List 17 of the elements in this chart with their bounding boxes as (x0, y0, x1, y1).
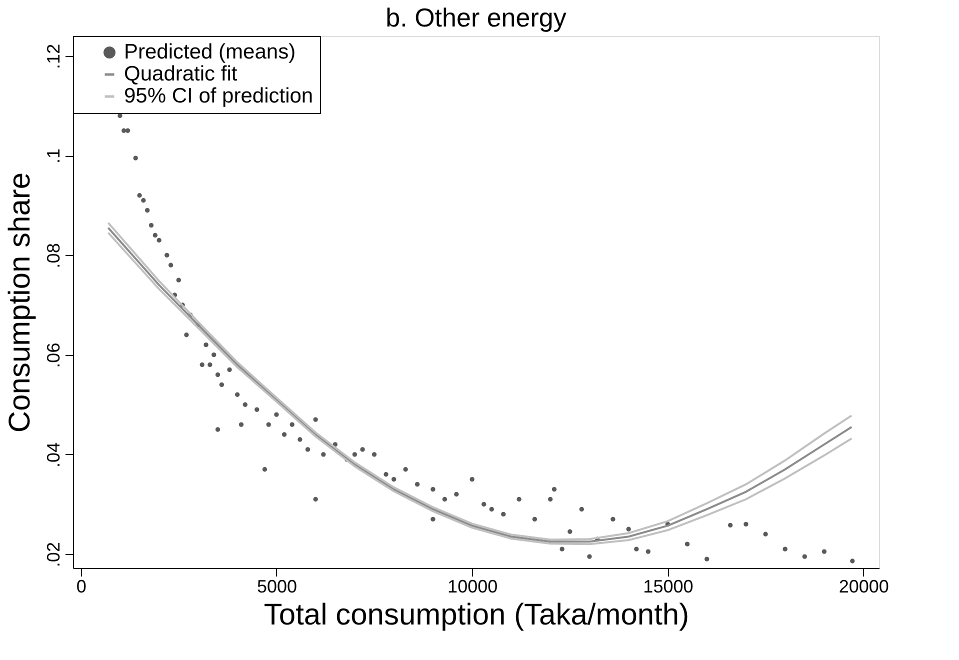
chart-title: b. Other energy (386, 2, 566, 32)
y-tick-label: .08 (44, 243, 64, 268)
y-tick-label: .1 (44, 148, 64, 164)
legend-label: Quadratic fit (124, 62, 238, 86)
y-tick-label: .06 (44, 342, 64, 368)
y-tick-label: .04 (44, 442, 64, 468)
x-tick-label: 0 (76, 576, 86, 596)
y-tick-label: .12 (44, 44, 64, 69)
x-tick-label: 15000 (643, 576, 694, 596)
y-axis-title: Consumption share (4, 172, 36, 433)
legend-label: 95% CI of prediction (124, 84, 314, 108)
x-tick-label: 20000 (838, 576, 889, 596)
x-tick-label: 5000 (256, 576, 297, 596)
x-tick-label: 10000 (448, 576, 498, 596)
legend-label: Predicted (means) (124, 40, 296, 64)
y-tick-label: .02 (44, 542, 64, 568)
x-axis-title: Total consumption (Taka/month) (264, 598, 690, 632)
